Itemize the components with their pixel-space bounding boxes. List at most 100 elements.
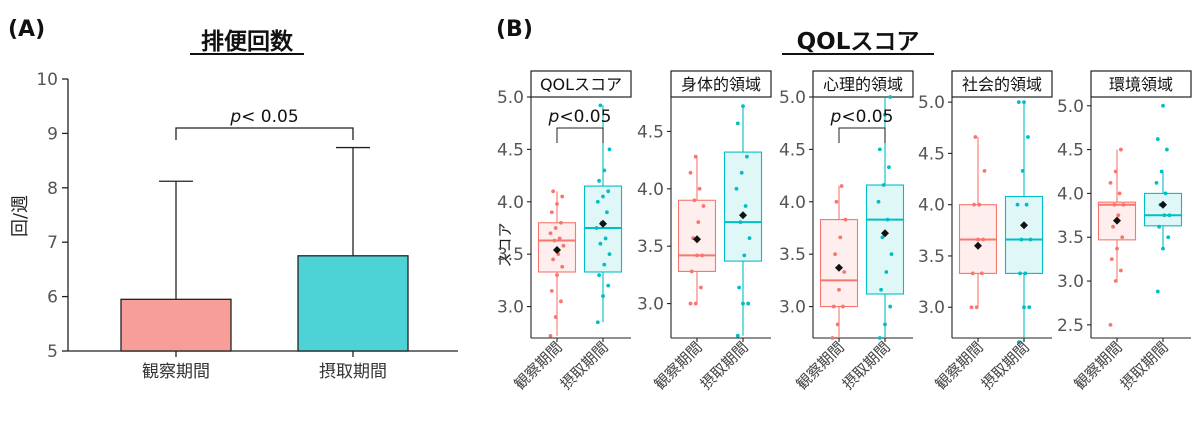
data-point [1020, 168, 1025, 173]
data-point [696, 220, 701, 224]
data-point [879, 287, 883, 292]
facet-strip [530, 70, 632, 98]
data-point [1026, 135, 1030, 139]
data-point [1155, 137, 1160, 141]
data-point [738, 220, 743, 224]
mean-marker [974, 241, 982, 250]
data-point [1108, 180, 1113, 185]
y-tick-label: 5.0 [918, 93, 945, 113]
y-tick-label: 4.0 [918, 196, 945, 216]
data-point [1167, 213, 1172, 218]
data-point [1016, 340, 1021, 345]
data-point [1027, 305, 1032, 310]
mean-marker [881, 229, 889, 238]
data-point [606, 283, 611, 288]
data-point [607, 252, 612, 257]
y-tick-label: 8 [47, 179, 58, 199]
data-point [597, 273, 601, 278]
data-point [1113, 169, 1118, 174]
x-tick-label: 観察期間 [511, 338, 566, 393]
data-point [1015, 202, 1020, 207]
box-body [1004, 195, 1044, 274]
data-point [1163, 191, 1168, 196]
box-plot-qol: QOLスコア3.03.54.04.55.0観察期間摂取期間p<0.05身体的領域… [497, 70, 1192, 393]
y-tick-label: 10 [36, 70, 58, 90]
y-tick-label: 3.0 [779, 298, 806, 318]
data-point [551, 189, 555, 194]
data-point [552, 238, 557, 243]
data-point [976, 237, 980, 242]
data-point [601, 294, 605, 298]
data-point [555, 273, 559, 278]
data-point [880, 235, 885, 240]
data-point [1023, 271, 1028, 276]
data-point [883, 322, 887, 327]
data-point [739, 170, 744, 175]
bar-chart-bowel-frequency: 5 6 7 8 9 10 観察期間 摂取期間 p< 0.05 [36, 70, 458, 382]
x-tick-label: 摂取期間 [978, 338, 1033, 393]
data-point [551, 257, 555, 262]
data-point [688, 301, 693, 306]
data-point [594, 226, 599, 230]
data-point [595, 199, 600, 204]
data-point [607, 147, 612, 152]
y-tick-label: 5.0 [1057, 97, 1084, 117]
data-point [1161, 103, 1165, 108]
panel-a-label: (A) [8, 17, 45, 42]
data-point [888, 95, 893, 99]
data-point [833, 252, 837, 257]
data-point [1024, 202, 1029, 207]
data-point [972, 202, 976, 207]
panel-b-label: (B) [496, 17, 533, 42]
x-tick-label: 観察期間 [932, 338, 987, 393]
data-point [742, 253, 747, 258]
y-tick-label: 3.0 [497, 298, 524, 318]
data-point [835, 322, 840, 327]
data-point [549, 288, 554, 293]
significance-label: p<0.05 [830, 107, 894, 127]
data-point [834, 199, 839, 204]
data-point [553, 226, 558, 230]
data-point [557, 236, 562, 241]
y-tick-label: 4.5 [497, 140, 524, 160]
y-tick-label: 4.5 [1057, 141, 1084, 161]
data-point [837, 287, 841, 292]
y-tick-label: 3.0 [637, 295, 664, 315]
data-point [548, 231, 553, 236]
facet-title: 心理的領域 [823, 75, 903, 94]
data-point [560, 264, 565, 269]
data-point [1108, 322, 1113, 327]
data-point [981, 237, 986, 242]
data-point [982, 168, 987, 173]
x-tick-label: 摂取期間 [1117, 338, 1172, 393]
data-point [689, 269, 694, 274]
data-point [838, 235, 843, 240]
data-point [700, 253, 705, 258]
data-point [877, 147, 882, 152]
panel-a-title: 排便回数 [201, 29, 294, 55]
y-tick-label: 3.5 [497, 245, 524, 265]
facet-strip [670, 70, 772, 98]
mean-marker [599, 219, 607, 228]
data-point [747, 236, 752, 241]
data-point [741, 301, 745, 306]
y-tick-label: 3.5 [637, 237, 664, 257]
y-tick-label: 9 [47, 124, 58, 144]
panel-b-y-axis-label: スコア [496, 222, 514, 267]
data-point [888, 304, 893, 309]
data-point [1121, 202, 1126, 207]
data-point [1022, 100, 1026, 105]
data-point [830, 336, 835, 340]
data-point [559, 299, 563, 304]
panel-a-y-axis-label: 回/週 [10, 195, 31, 237]
mean-marker [739, 211, 747, 220]
mean-marker [553, 245, 561, 254]
data-point [548, 334, 553, 338]
x-tick-label: 摂取期間 [697, 338, 752, 393]
mean-marker [835, 263, 843, 272]
